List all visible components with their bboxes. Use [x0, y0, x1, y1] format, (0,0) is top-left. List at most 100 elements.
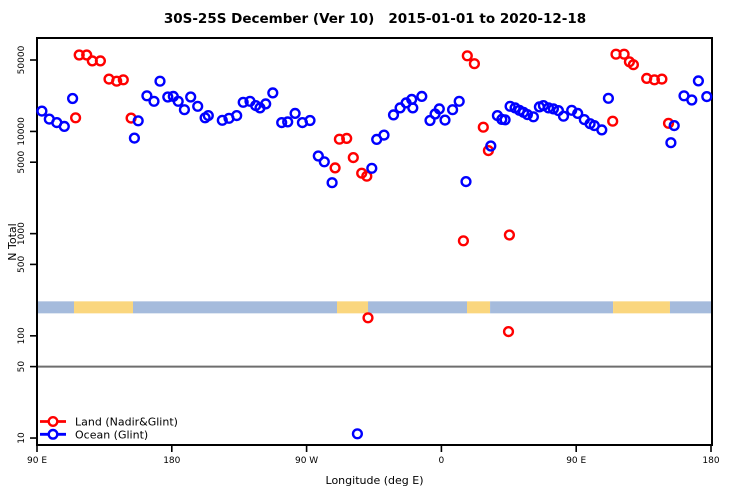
data-point: [460, 176, 472, 188]
data-point: [128, 132, 141, 144]
data-point: [148, 95, 160, 107]
y-tick-label: 50000: [17, 45, 27, 74]
data-point: [503, 229, 516, 241]
data-point: [329, 162, 341, 174]
surface-band-segment-land: [73, 301, 134, 314]
legend-marker-icon: [47, 416, 59, 428]
data-point: [132, 115, 144, 127]
scatter-series: [36, 75, 713, 440]
scatter-series: [69, 48, 675, 338]
data-point: [662, 117, 675, 129]
data-point: [572, 107, 584, 120]
data-point: [416, 90, 428, 103]
plot-border: [36, 37, 713, 446]
data-point: [627, 59, 640, 71]
data-point: [162, 91, 174, 103]
y-tick-label: 10: [17, 432, 27, 444]
data-point: [527, 111, 540, 123]
data-point: [141, 90, 153, 102]
data-point: [447, 104, 459, 116]
data-point: [656, 73, 668, 85]
x-tick-label: 90 E: [566, 456, 586, 466]
data-point: [347, 152, 359, 164]
data-point: [618, 48, 630, 60]
data-point: [318, 156, 330, 168]
data-point: [172, 95, 184, 107]
y-tick-label: 5000: [17, 150, 27, 173]
data-point: [185, 91, 197, 103]
data-point: [304, 114, 316, 127]
data-point: [111, 75, 123, 87]
data-point: [602, 92, 615, 104]
data-point: [341, 132, 353, 145]
data-point: [73, 49, 85, 61]
axis-ticks: 90 E 180 90 W 0 90 E 180 10 50 100 500 1000 5000 100…: [17, 45, 720, 466]
x-tick-label: 0: [439, 456, 445, 466]
y-tick-label: 1000: [17, 222, 27, 245]
legend-label: Ocean (Glint): [75, 428, 148, 441]
data-point: [154, 75, 166, 87]
data-point: [461, 50, 473, 62]
data-point: [58, 120, 70, 133]
data-point: [260, 98, 272, 110]
x-axis-label: Longitude (deg E): [325, 474, 424, 487]
data-point: [596, 124, 608, 136]
data-point: [312, 150, 324, 162]
data-point: [362, 312, 374, 324]
data-point: [333, 133, 346, 145]
surface-band-segment-land: [337, 301, 369, 314]
data-point: [231, 109, 243, 122]
data-point: [504, 100, 516, 112]
data-point: [366, 162, 378, 174]
data-point: [192, 100, 204, 112]
y-tick-label: 100: [17, 327, 27, 344]
x-tick-label: 180: [163, 456, 180, 466]
legend: Land (Nadir&Glint)Ocean (Glint): [40, 416, 178, 441]
data-point: [668, 119, 680, 132]
data-point: [276, 116, 288, 129]
data-point: [66, 92, 79, 105]
data-point: [502, 326, 515, 338]
data-point: [453, 95, 465, 107]
data-point: [387, 109, 400, 121]
surface-band-segment-ocean: [368, 301, 468, 314]
data-point: [216, 114, 228, 126]
data-point: [433, 103, 445, 115]
data-point: [439, 114, 451, 126]
x-tick-label: 90 E: [27, 456, 47, 466]
data-point: [378, 129, 390, 141]
data-point: [485, 140, 497, 152]
data-point: [468, 58, 481, 70]
data-point: [351, 428, 364, 440]
y-tick-label: 10000: [17, 117, 27, 146]
surface-band-segment-ocean: [490, 301, 614, 314]
data-point: [267, 87, 279, 99]
data-point: [94, 55, 107, 67]
surface-band-segment-land: [613, 301, 670, 314]
data-point: [36, 105, 48, 117]
data-point: [361, 170, 373, 182]
data-point: [202, 109, 214, 122]
data-point: [81, 49, 93, 61]
data-point: [542, 102, 555, 114]
y-tick-label: 50: [17, 361, 27, 373]
data-point: [665, 137, 677, 149]
data-point: [477, 121, 489, 133]
data-point: [117, 74, 129, 86]
data-point: [607, 115, 619, 127]
surface-band-segment-ocean: [37, 301, 74, 314]
data-point: [701, 90, 713, 103]
data-point: [69, 112, 82, 124]
surface-band-segment-ocean: [133, 301, 338, 314]
data-point: [499, 114, 511, 126]
data-point: [648, 74, 661, 86]
data-point: [178, 104, 191, 116]
data-point: [686, 94, 698, 106]
legend-label: Land (Nadir&Glint): [75, 416, 178, 429]
surface-band-segment-land: [467, 301, 491, 314]
y-tick-label: 500: [17, 256, 27, 273]
x-tick-label: 180: [702, 456, 719, 466]
legend-marker-icon: [47, 428, 59, 440]
